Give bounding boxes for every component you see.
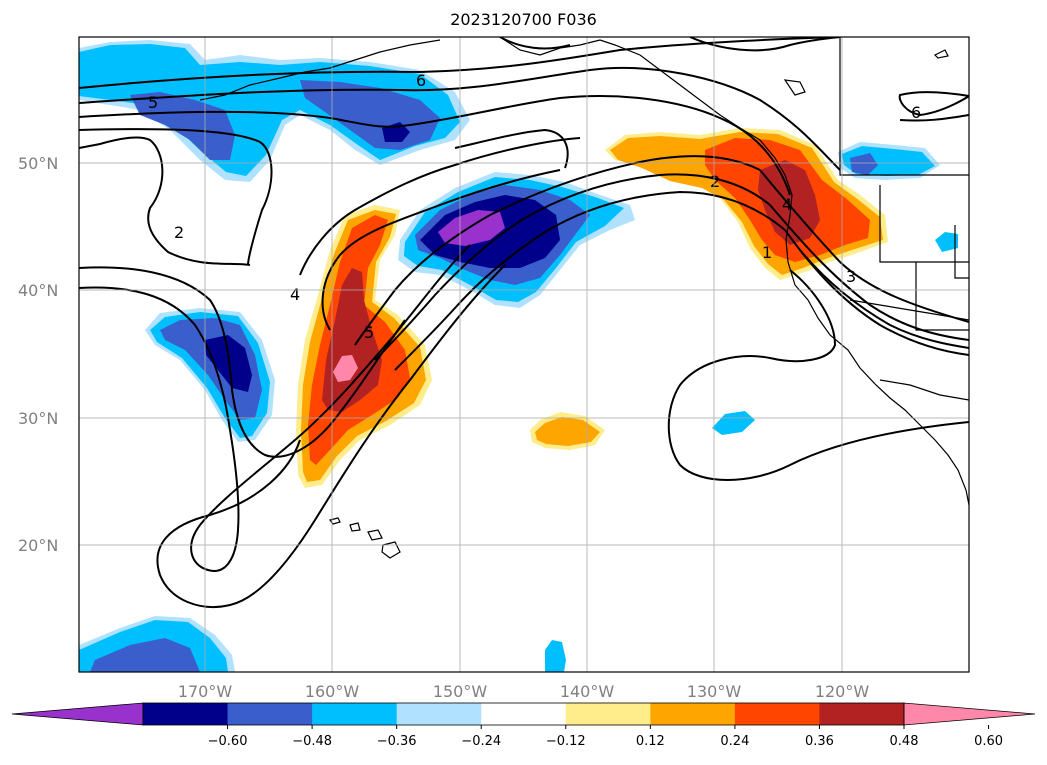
negative-anomaly-southwest bbox=[79, 411, 755, 672]
contour-label-5-northwest: 5 bbox=[148, 93, 158, 112]
contour-label-1-east: 1 bbox=[762, 243, 772, 262]
contour-label-4-east: 4 bbox=[782, 195, 792, 214]
positive-anomaly-northeast bbox=[605, 128, 888, 280]
contour-label-4-west: 4 bbox=[290, 285, 300, 304]
colorbar-tick-label: −0.12 bbox=[546, 734, 586, 749]
colorbar-segment bbox=[819, 703, 905, 725]
lat-label-50n: 50°N bbox=[18, 154, 58, 173]
colorbar-tick-label: 0.12 bbox=[636, 734, 665, 749]
colorbar-segment bbox=[227, 703, 313, 725]
negative-anomaly-northeast bbox=[838, 142, 958, 252]
colorbar-tick-label: 0.60 bbox=[974, 734, 1003, 749]
colorbar-tick-label: 0.48 bbox=[890, 734, 919, 749]
lon-label-170w: 170°W bbox=[178, 682, 233, 701]
contour-label-6-north: 6 bbox=[416, 71, 426, 90]
contour-label-2-west: 2 bbox=[174, 223, 184, 242]
colorbar-tick-label: −0.60 bbox=[208, 734, 248, 749]
map-frame bbox=[78, 36, 970, 673]
contour-label-3-east: 3 bbox=[846, 267, 856, 286]
lon-label-120w: 120°W bbox=[815, 682, 870, 701]
colorbar-segment bbox=[396, 703, 482, 725]
colorbar-tick-label: −0.24 bbox=[461, 734, 501, 749]
gridlines bbox=[79, 37, 969, 672]
negative-anomaly-northwest bbox=[79, 40, 470, 182]
colorbar-tick-label: 0.24 bbox=[720, 734, 749, 749]
contour-label-6-northeast: 6 bbox=[911, 103, 921, 122]
positive-anomaly-small bbox=[530, 412, 605, 450]
contour-label-5-central: 5 bbox=[364, 323, 374, 342]
colorbar-tick-label: −0.36 bbox=[377, 734, 417, 749]
contour-lines bbox=[79, 37, 969, 608]
colorbar-segment bbox=[481, 703, 567, 725]
lat-label-30n: 30°N bbox=[18, 409, 58, 428]
negative-anomaly-west bbox=[145, 308, 275, 442]
colorbar-segment bbox=[650, 703, 736, 725]
colorbar-segment bbox=[565, 703, 651, 725]
colorbar-extend-low bbox=[11, 702, 144, 726]
colorbar-segment bbox=[143, 703, 229, 725]
negative-anomaly-central bbox=[398, 172, 635, 308]
colorbar-tick-label: −0.48 bbox=[292, 734, 332, 749]
lat-label-20n: 20°N bbox=[18, 536, 58, 555]
contour-label-2-east: 2 bbox=[710, 172, 720, 191]
map-title: 2023120700 F036 bbox=[450, 10, 597, 29]
colorbar-segment bbox=[734, 703, 820, 725]
colorbar-tick-label: 0.36 bbox=[805, 734, 834, 749]
colorbar-extend-high bbox=[903, 702, 1036, 726]
lat-label-40n: 40°N bbox=[18, 281, 58, 300]
lon-label-150w: 150°W bbox=[433, 682, 488, 701]
lon-label-140w: 140°W bbox=[560, 682, 615, 701]
colorbar-segment bbox=[312, 703, 398, 725]
colorbar: −0.60 −0.48 −0.36 −0.24 −0.12 0.12 0.24 0.36 0.4… bbox=[11, 702, 1036, 749]
lon-label-160w: 160°W bbox=[305, 682, 360, 701]
lon-label-130w: 130°W bbox=[687, 682, 742, 701]
colorbar-outline bbox=[142, 702, 905, 726]
